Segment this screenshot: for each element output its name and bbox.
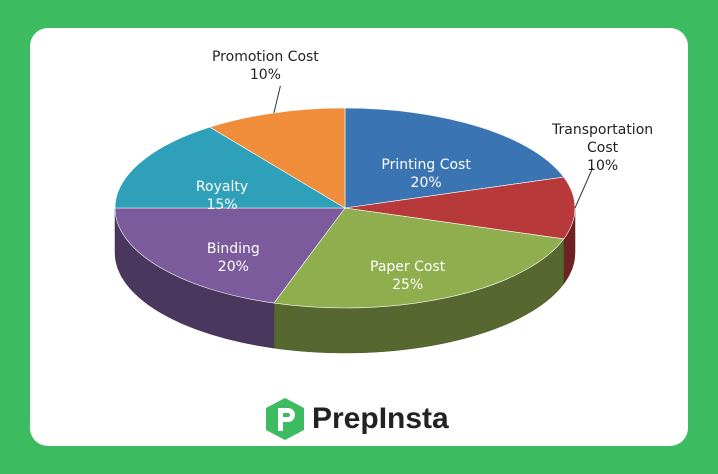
slice — [344, 107, 565, 209]
slice — [114, 126, 347, 209]
category-label: Printing Cost — [381, 157, 471, 174]
category-label: Binding — [206, 241, 260, 258]
value-label: 20% — [217, 259, 249, 276]
category-label: Paper Cost — [370, 259, 446, 276]
logo: PrepInsta — [264, 397, 449, 441]
data-label: Royalty 15% — [196, 178, 248, 214]
category-label: Royalty — [195, 178, 249, 195]
value-label: 10% — [587, 158, 619, 174]
value-label: 25% — [392, 277, 424, 294]
data-label: Transportation Cost 10% — [543, 121, 663, 175]
slice — [273, 207, 565, 309]
value-label: 10% — [249, 66, 281, 83]
category-label: Promotion Cost — [211, 48, 319, 65]
logo-icon — [266, 398, 304, 440]
data-label: Paper Cost 25% — [370, 258, 445, 294]
data-label: Promotion Cost 10% — [212, 48, 319, 84]
data-label: Binding 20% — [207, 240, 260, 276]
leader-line — [574, 167, 594, 209]
logo-text: PrepInsta — [312, 402, 449, 435]
value-label: 15% — [206, 196, 238, 213]
value-label: 20% — [410, 175, 442, 192]
category-label: Transportation Cost — [552, 122, 654, 156]
slice — [114, 207, 346, 304]
data-label: Printing Cost 20% — [381, 156, 470, 192]
leader-line — [273, 85, 281, 114]
